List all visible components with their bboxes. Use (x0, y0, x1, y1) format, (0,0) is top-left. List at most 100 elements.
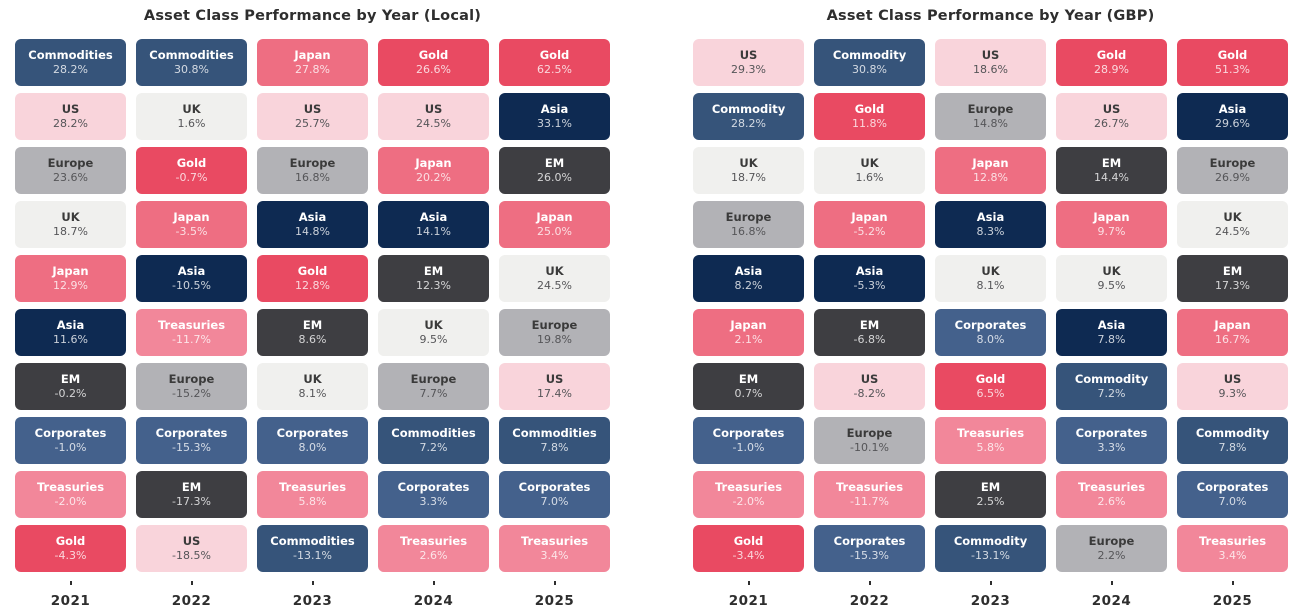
asset-return: 28.9% (1094, 62, 1129, 76)
asset-tile: Treasuries -11.7% (136, 309, 247, 356)
asset-tile: US 17.4% (499, 363, 610, 410)
asset-name: US (61, 102, 80, 117)
asset-tile: EM 0.7% (693, 363, 804, 410)
year-column: Gold 28.9% US 26.7% EM 14.4% Japan 9.7% UK 9.5% As… (1056, 39, 1167, 609)
asset-return: -18.5% (172, 548, 211, 562)
asset-tile: Treasuries 5.8% (257, 471, 368, 518)
asset-name: Gold (418, 48, 449, 63)
year-column: US 18.6% Europe 14.8% Japan 12.8% Asia 8.3% UK 8.… (935, 39, 1046, 609)
asset-name: Japan (1214, 318, 1251, 333)
asset-tile: Asia 29.6% (1177, 93, 1288, 140)
asset-tile: Japan 16.7% (1177, 309, 1288, 356)
axis-tick (553, 581, 556, 585)
asset-tile: Corporates 7.0% (1177, 471, 1288, 518)
asset-name: US (860, 372, 879, 387)
year-column: Gold 51.3% Asia 29.6% Europe 26.9% UK 24.5% EM 17… (1177, 39, 1288, 609)
year-label: 2025 (1212, 593, 1253, 609)
asset-tile: Corporates 3.3% (1056, 417, 1167, 464)
asset-return: 9.5% (1097, 278, 1126, 292)
asset-return: 5.8% (298, 494, 327, 508)
asset-name: Japan (294, 48, 331, 63)
asset-return: 27.8% (295, 62, 330, 76)
asset-name: UK (182, 102, 201, 117)
asset-name: EM (738, 372, 759, 387)
asset-name: Asia (56, 318, 85, 333)
asset-name: Commodity (832, 48, 907, 63)
asset-return: 24.5% (1215, 224, 1250, 238)
asset-tile: Treasuries 5.8% (935, 417, 1046, 464)
asset-tile: UK 1.6% (136, 93, 247, 140)
asset-name: Europe (168, 372, 215, 387)
asset-name: Treasuries (36, 480, 105, 495)
asset-tile: UK 9.5% (378, 309, 489, 356)
asset-return: -10.1% (850, 440, 889, 454)
asset-return: 2.1% (734, 332, 763, 346)
asset-return: -10.5% (172, 278, 211, 292)
asset-tile: US 29.3% (693, 39, 804, 86)
chart-panel-gbp: Asset Class Performance by Year (GBP) US… (693, 0, 1288, 609)
asset-name: Treasuries (714, 480, 783, 495)
asset-return: 9.3% (1218, 386, 1247, 400)
asset-tile: Asia 14.1% (378, 201, 489, 248)
asset-name: EM (302, 318, 323, 333)
asset-return: 3.3% (419, 494, 448, 508)
asset-return: -13.1% (971, 548, 1010, 562)
asset-name: Japan (730, 318, 767, 333)
asset-tile: Gold 51.3% (1177, 39, 1288, 86)
asset-tile: Treasuries -2.0% (15, 471, 126, 518)
asset-name: UK (1102, 264, 1121, 279)
asset-return: -0.2% (54, 386, 87, 400)
asset-name: Commodities (28, 48, 113, 63)
asset-name: Asia (1097, 318, 1126, 333)
asset-name: EM (1222, 264, 1243, 279)
asset-return: 14.8% (295, 224, 330, 238)
asset-grid-local: Commodities 28.2% US 28.2% Europe 23.6% UK 18.7… (15, 39, 610, 609)
asset-tile: Gold 11.8% (814, 93, 925, 140)
asset-return: 16.7% (1215, 332, 1250, 346)
asset-tile: Japan 12.9% (15, 255, 126, 302)
asset-return: 8.0% (298, 440, 327, 454)
asset-grid-gbp: US 29.3% Commodity 28.2% UK 18.7% Europe 16.8% A… (693, 39, 1288, 609)
asset-return: 28.2% (731, 116, 766, 130)
asset-return: 24.5% (416, 116, 451, 130)
asset-tile: US 9.3% (1177, 363, 1288, 410)
asset-name: US (1102, 102, 1121, 117)
asset-tile: Europe 14.8% (935, 93, 1046, 140)
asset-name: Asia (540, 102, 569, 117)
asset-return: 7.2% (1097, 386, 1126, 400)
asset-return: 28.2% (53, 116, 88, 130)
asset-return: 2.6% (419, 548, 448, 562)
asset-tile: US 24.5% (378, 93, 489, 140)
asset-return: -3.4% (732, 548, 765, 562)
asset-name: EM (544, 156, 565, 171)
asset-name: Europe (47, 156, 94, 171)
asset-name: Europe (967, 102, 1014, 117)
asset-return: 17.4% (537, 386, 572, 400)
asset-name: Europe (410, 372, 457, 387)
asset-name: Japan (52, 264, 89, 279)
asset-tile: Treasuries 2.6% (378, 525, 489, 572)
asset-tile: Treasuries 3.4% (499, 525, 610, 572)
asset-name: Gold (1096, 48, 1127, 63)
asset-return: 51.3% (1215, 62, 1250, 76)
asset-tile: EM -17.3% (136, 471, 247, 518)
asset-return: 33.1% (537, 116, 572, 130)
asset-name: Corporates (1196, 480, 1269, 495)
asset-name: Gold (539, 48, 570, 63)
asset-return: 62.5% (537, 62, 572, 76)
asset-tile: Europe -10.1% (814, 417, 925, 464)
year-label: 2025 (534, 593, 575, 609)
asset-return: 14.1% (416, 224, 451, 238)
asset-return: 14.4% (1094, 170, 1129, 184)
asset-tile: Gold 12.8% (257, 255, 368, 302)
asset-name: UK (61, 210, 80, 225)
asset-name: Treasuries (835, 480, 904, 495)
asset-return: -0.7% (175, 170, 208, 184)
asset-name: Japan (851, 210, 888, 225)
asset-name: UK (545, 264, 564, 279)
asset-return: 17.3% (1215, 278, 1250, 292)
asset-tile: UK 24.5% (1177, 201, 1288, 248)
asset-tile: Commodity 28.2% (693, 93, 804, 140)
asset-tile: Commodities -13.1% (257, 525, 368, 572)
